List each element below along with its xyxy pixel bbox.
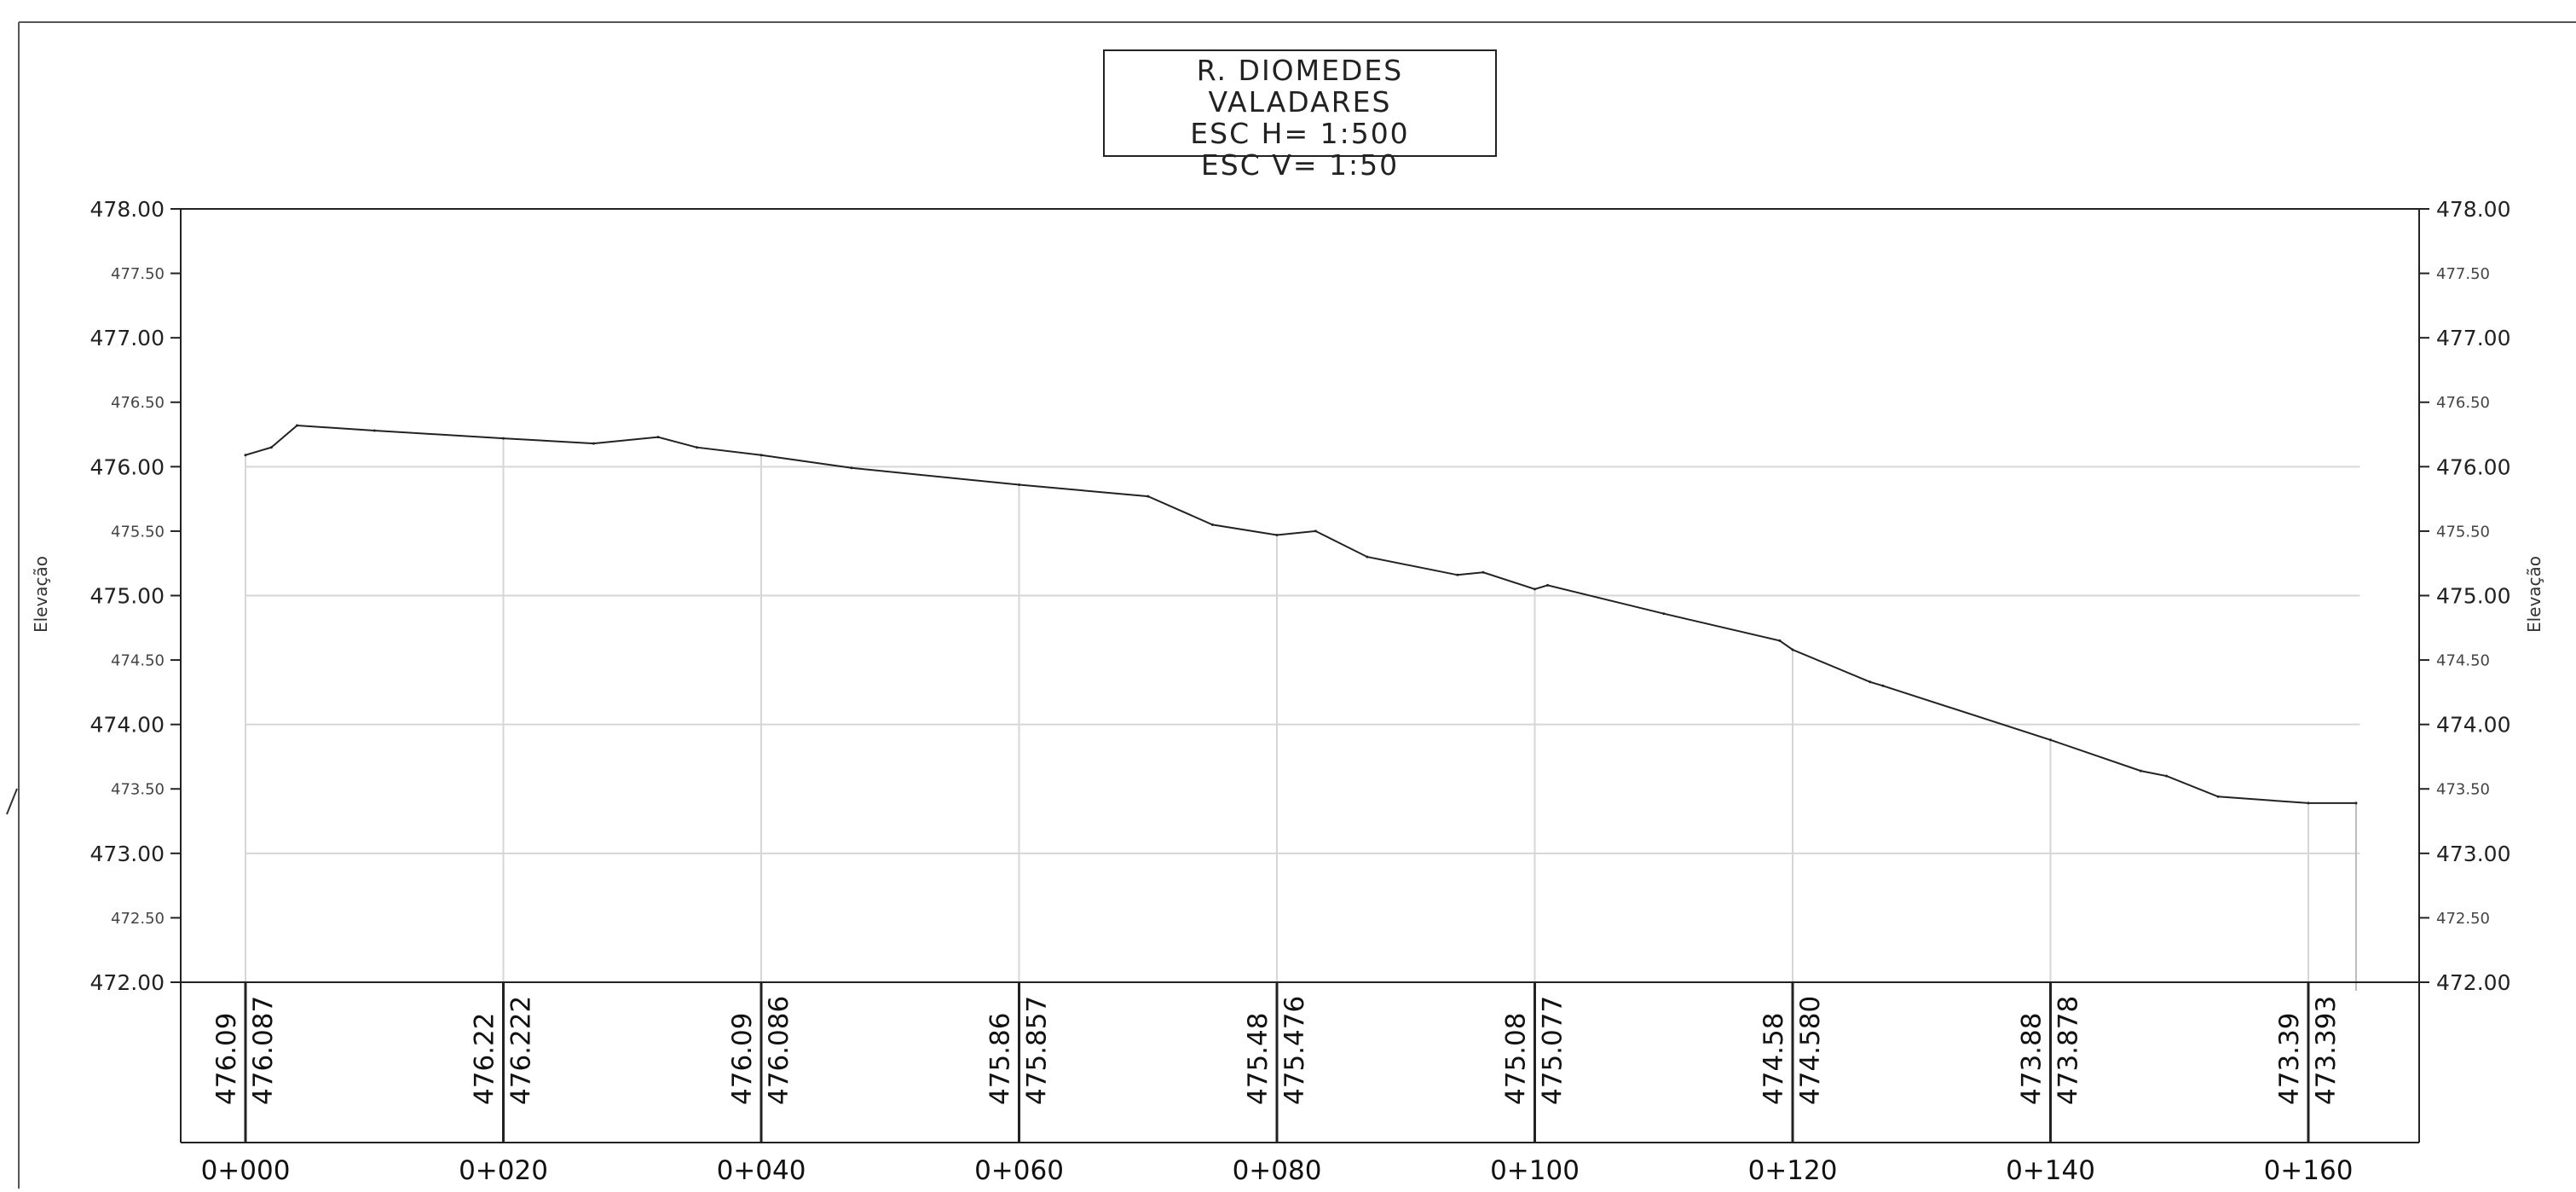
y-tick-label-right: 472.50 (2436, 910, 2490, 928)
station-label: 0+080 (1233, 1155, 1322, 1186)
profile-point (1210, 523, 1214, 526)
title-vertical-scale: ESC V= 1:50 (1200, 148, 1400, 182)
station-label: 0+020 (459, 1155, 548, 1186)
y-tick-label-right: 476.00 (2436, 454, 2510, 479)
profile-point (502, 437, 505, 440)
station-label: 0+120 (1748, 1155, 1838, 1186)
profile-point (1456, 573, 1459, 576)
profile-point (296, 424, 298, 427)
y-tick-label-left: 478.00 (90, 197, 165, 222)
station-label: 0+160 (2264, 1155, 2354, 1186)
y-tick-label-right: 474.50 (2436, 652, 2490, 670)
profile-point (244, 454, 247, 457)
ground-elevation-label: 475.48 (1243, 1013, 1274, 1105)
grid-lines (245, 438, 2360, 991)
station-label: 0+060 (974, 1155, 1064, 1186)
ground-elevation-label: 473.88 (2017, 1013, 2048, 1105)
design-elevation-label: 476.222 (506, 996, 537, 1105)
y-tick-label-right: 476.50 (2436, 394, 2490, 412)
station-label: 0+040 (717, 1155, 806, 1186)
y-axis-label-right: Elevação (2524, 556, 2544, 633)
profile-point (592, 442, 595, 445)
design-elevation-label: 473.878 (2053, 996, 2084, 1105)
y-tick-label-left: 475.50 (111, 523, 165, 541)
profile-point (373, 429, 376, 432)
ground-elevation-label: 475.08 (1501, 1013, 1532, 1105)
profile-point (1146, 495, 1150, 498)
y-tick-label-right: 473.00 (2436, 842, 2510, 866)
y-tick-label-right: 475.00 (2436, 584, 2510, 609)
profile-point (2165, 774, 2169, 778)
design-elevation-label: 475.077 (1538, 996, 1568, 1105)
y-tick-label-right: 474.00 (2436, 713, 2510, 738)
y-tick-label-left: 473.00 (90, 842, 165, 866)
title-street-name: R. DIOMEDES VALADARES (1196, 54, 1404, 119)
y-tick-label-left: 474.00 (90, 713, 165, 738)
profile-point (1791, 648, 1794, 651)
design-elevation-label: 475.857 (1022, 996, 1053, 1105)
y-tick-label-left: 474.50 (111, 652, 165, 670)
title-horizontal-scale: ESC H= 1:500 (1190, 117, 1410, 150)
profile-point (850, 466, 853, 470)
profile-point (2216, 795, 2220, 798)
series-layer (244, 424, 2358, 805)
y-tick-label-left: 477.00 (90, 326, 165, 350)
ground-elevation-label: 475.86 (985, 1013, 1016, 1105)
profile-point (1018, 483, 1020, 486)
design-elevation-label: 476.086 (764, 996, 794, 1105)
drawing-border (6, 21, 2576, 1189)
y-tick-label-left: 476.00 (90, 454, 165, 479)
y-axis-ticks: 472.00 472.00 473.00 473.00 474.00 474.00 475.… (90, 197, 2511, 995)
y-tick-label-left: 477.50 (111, 265, 165, 283)
chart-title-box: R. DIOMEDES VALADARES ESC H= 1:500 ESC V… (1103, 49, 1497, 181)
y-tick-label-right: 472.00 (2436, 970, 2510, 995)
station-label: 0+100 (1490, 1155, 1580, 1186)
y-tick-label-right: 478.00 (2436, 197, 2510, 222)
profile-point (1366, 555, 1369, 558)
profile-point (2307, 801, 2310, 805)
ground-elevation-label: 473.39 (2274, 1013, 2305, 1105)
profile-point (1546, 583, 1550, 587)
profile-point (695, 446, 698, 449)
profile-point (1868, 680, 1872, 684)
y-tick-label-left: 473.50 (111, 781, 165, 799)
profile-point (1778, 639, 1782, 642)
ground-elevation-label: 476.09 (211, 1013, 242, 1105)
profile-point (2139, 769, 2142, 772)
profile-point (269, 446, 273, 449)
profile-line (245, 424, 2356, 804)
profile-point (1314, 529, 1317, 533)
profile-point (1881, 684, 1885, 687)
design-elevation-label: 476.087 (248, 996, 279, 1105)
y-tick-label-right: 477.00 (2436, 326, 2510, 350)
y-tick-label-left: 476.50 (111, 394, 165, 412)
y-tick-label-left: 475.00 (90, 584, 165, 609)
y-tick-label-right: 473.50 (2436, 781, 2490, 799)
ground-elevation-label: 476.09 (727, 1013, 758, 1105)
profile-point (1662, 612, 1666, 616)
profile-point (2049, 738, 2052, 742)
profile-point (1275, 534, 1279, 536)
profile-point (1533, 587, 1536, 591)
y-tick-label-right: 475.50 (2436, 523, 2490, 541)
ground-elevation-label: 474.58 (1759, 1013, 1789, 1105)
y-axis-label-left: Elevação (31, 556, 51, 633)
y-tick-label-right: 477.50 (2436, 265, 2490, 283)
design-elevation-label: 473.393 (2311, 996, 2342, 1105)
profile-point (656, 436, 660, 439)
y-tick-label-left: 472.50 (111, 910, 165, 928)
plot-frame (180, 208, 2420, 1143)
ground-elevation-label: 476.22 (470, 1013, 500, 1105)
y-tick-label-left: 472.00 (90, 970, 165, 995)
design-elevation-label: 475.476 (1279, 996, 1310, 1105)
profile-point (760, 454, 763, 457)
station-label: 0+140 (2006, 1155, 2095, 1186)
design-elevation-label: 474.580 (1795, 996, 1826, 1105)
profile-point (1481, 570, 1485, 574)
station-label: 0+000 (201, 1155, 291, 1186)
profile-point (2354, 801, 2358, 805)
